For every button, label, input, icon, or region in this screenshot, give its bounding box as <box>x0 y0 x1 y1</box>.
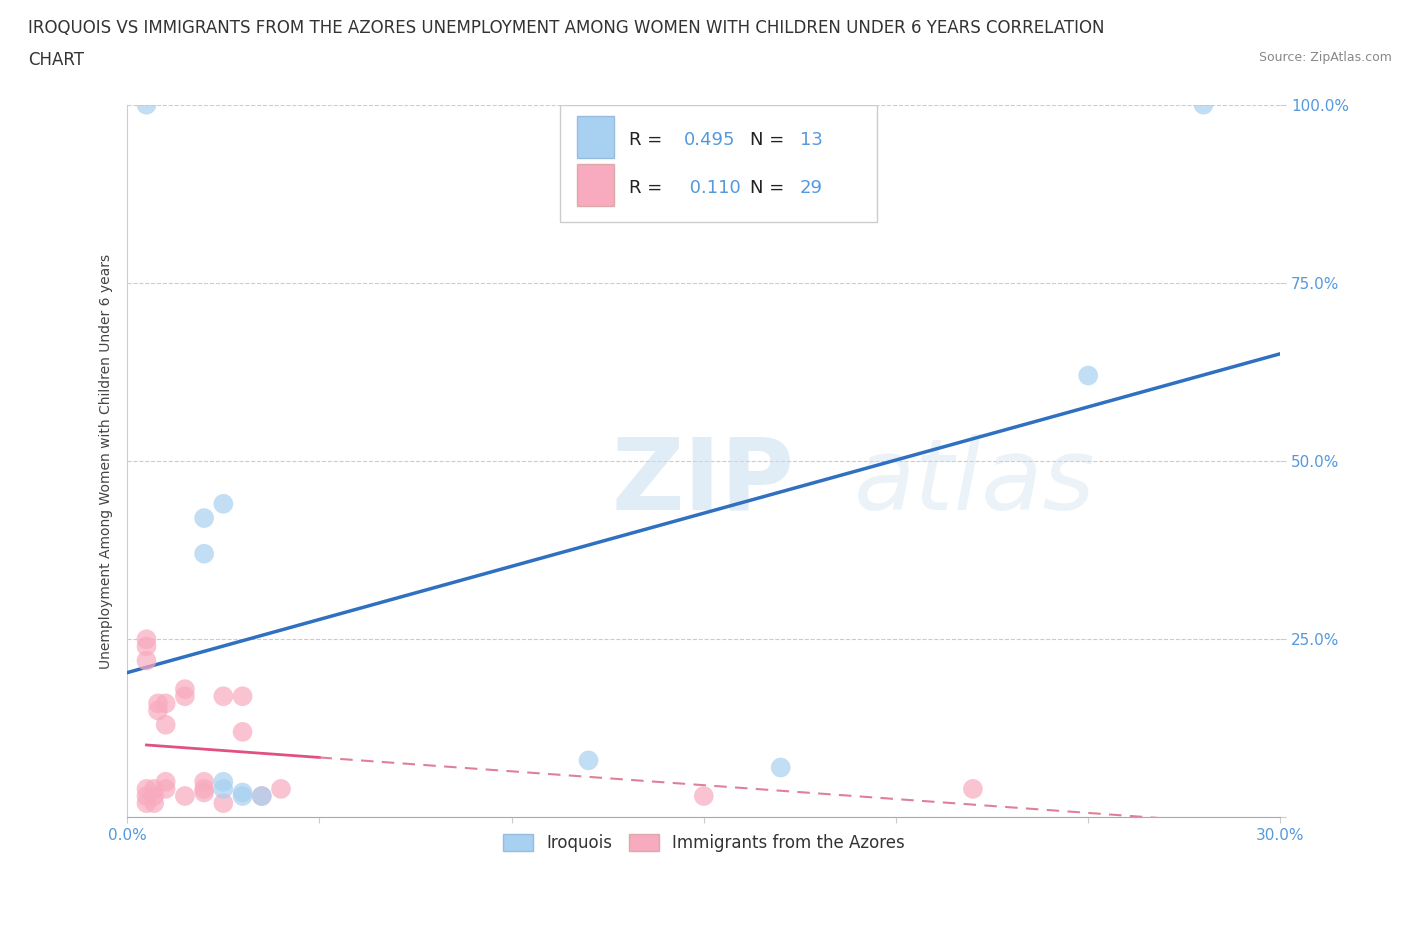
Point <box>193 781 215 796</box>
Point <box>232 689 254 704</box>
Point <box>232 789 254 804</box>
Point <box>250 789 273 804</box>
Point <box>212 781 235 796</box>
Point <box>146 696 169 711</box>
Point <box>155 775 177 790</box>
Point <box>193 775 215 790</box>
Text: N =: N = <box>749 179 785 197</box>
Point <box>578 753 600 768</box>
Point <box>769 760 792 775</box>
Text: atlas: atlas <box>853 434 1095 531</box>
Point <box>212 497 235 512</box>
Text: 13: 13 <box>800 130 823 149</box>
Point <box>135 631 157 646</box>
FancyBboxPatch shape <box>576 116 614 158</box>
Text: 29: 29 <box>800 179 823 197</box>
Text: Source: ZipAtlas.com: Source: ZipAtlas.com <box>1258 51 1392 64</box>
Point <box>135 781 157 796</box>
Point <box>174 789 197 804</box>
Text: CHART: CHART <box>28 51 84 69</box>
Point <box>143 781 166 796</box>
Point <box>174 682 197 697</box>
Point <box>212 689 235 704</box>
Text: 0.110: 0.110 <box>685 179 741 197</box>
Point <box>1192 98 1215 113</box>
Point <box>962 781 984 796</box>
Point <box>174 689 197 704</box>
Point <box>212 796 235 811</box>
Text: R =: R = <box>628 130 662 149</box>
Y-axis label: Unemployment Among Women with Children Under 6 years: Unemployment Among Women with Children U… <box>100 254 114 669</box>
Point <box>155 696 177 711</box>
Point <box>232 785 254 800</box>
Point <box>250 789 273 804</box>
Point <box>155 781 177 796</box>
Text: N =: N = <box>749 130 785 149</box>
Point <box>143 796 166 811</box>
Legend: Iroquois, Immigrants from the Azores: Iroquois, Immigrants from the Azores <box>496 828 911 859</box>
FancyBboxPatch shape <box>560 105 877 222</box>
Point <box>146 703 169 718</box>
Point <box>232 724 254 739</box>
Point <box>135 98 157 113</box>
Point <box>270 781 292 796</box>
Point <box>212 775 235 790</box>
Point <box>693 789 716 804</box>
Point <box>193 511 215 525</box>
Point <box>135 639 157 654</box>
Point <box>143 789 166 804</box>
Text: R =: R = <box>628 179 662 197</box>
FancyBboxPatch shape <box>576 164 614 206</box>
Point <box>193 785 215 800</box>
Point <box>135 653 157 668</box>
Text: 0.495: 0.495 <box>685 130 735 149</box>
Point <box>193 546 215 561</box>
Text: IROQUOIS VS IMMIGRANTS FROM THE AZORES UNEMPLOYMENT AMONG WOMEN WITH CHILDREN UN: IROQUOIS VS IMMIGRANTS FROM THE AZORES U… <box>28 19 1105 36</box>
Point <box>1077 368 1099 383</box>
Point <box>135 789 157 804</box>
Point <box>155 717 177 732</box>
Point <box>135 796 157 811</box>
Text: ZIP: ZIP <box>612 434 794 531</box>
